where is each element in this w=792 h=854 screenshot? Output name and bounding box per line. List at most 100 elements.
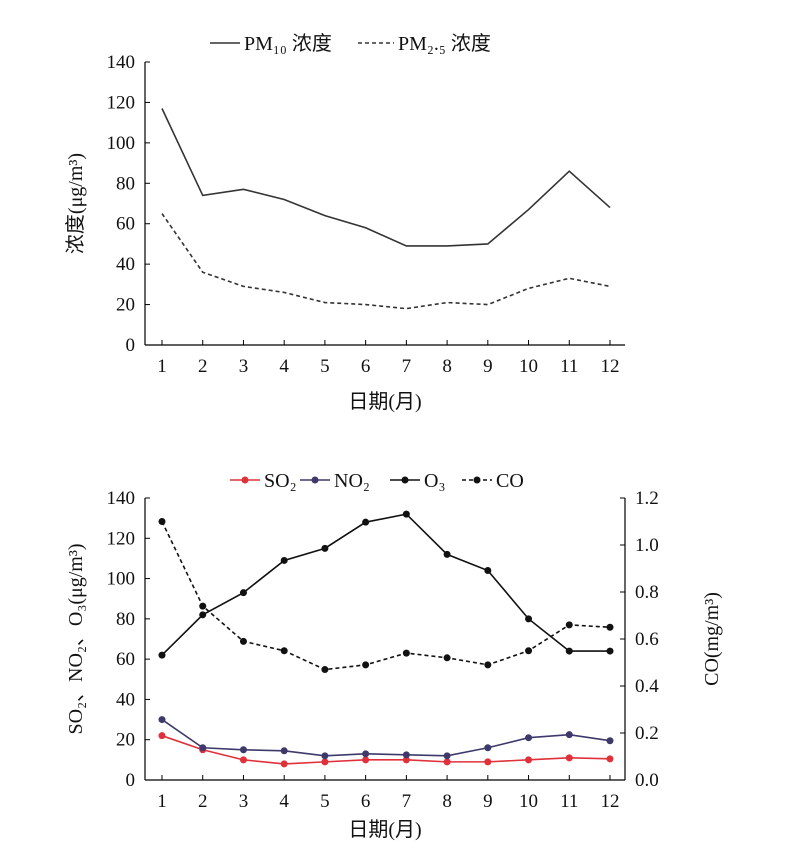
y-axis-label: 浓度(μg/m³) — [64, 153, 87, 254]
x-tick-label: 1 — [157, 791, 167, 812]
data-point — [158, 651, 166, 659]
data-point — [606, 647, 614, 655]
x-tick-label: 12 — [601, 791, 620, 812]
y2-tick-label: 0.8 — [635, 582, 659, 603]
y-tick-label: 140 — [107, 52, 136, 73]
data-point — [321, 666, 329, 674]
data-point — [158, 518, 166, 525]
y-tick-label: 120 — [107, 92, 136, 113]
data-point — [525, 756, 533, 764]
series-O₃: O₃ — [158, 470, 614, 659]
y2-tick-label: 0.4 — [635, 676, 659, 697]
x-tick-label: 5 — [320, 791, 330, 812]
x-tick-label: 4 — [279, 791, 289, 812]
legend-marker — [401, 476, 409, 484]
data-point — [443, 550, 451, 558]
data-point — [199, 744, 207, 752]
data-point — [239, 589, 247, 597]
x-tick-label: 12 — [601, 356, 620, 377]
x-tick-label: 3 — [239, 356, 249, 377]
data-point — [402, 510, 410, 518]
series-PM₁₀ 浓度: PM₁₀ 浓度 — [161, 32, 611, 247]
legend-label: SO₂ — [264, 470, 297, 492]
x-axis-label: 日期(月) — [348, 391, 421, 413]
legend-marker — [311, 476, 319, 484]
x-tick-label: 5 — [320, 356, 330, 377]
data-point — [606, 737, 614, 745]
data-point — [525, 734, 533, 742]
legend-label: PM₁₀ 浓度 — [244, 32, 332, 55]
data-point — [402, 649, 410, 657]
x-tick-label: 2 — [198, 791, 208, 812]
data-point — [443, 758, 451, 766]
data-point — [199, 602, 207, 610]
x-tick-label: 8 — [442, 791, 452, 812]
legend-marker — [241, 476, 249, 484]
y-axis-label: SO₂、NO₂、O₃(μg/m³) — [65, 544, 87, 735]
data-point — [525, 647, 533, 655]
data-point — [321, 544, 329, 552]
y-tick-label: 20 — [116, 295, 135, 316]
data-point — [565, 647, 573, 655]
y2-tick-label: 1.0 — [635, 535, 659, 556]
data-point — [362, 518, 370, 526]
x-tick-label: 10 — [519, 791, 538, 812]
x-tick-label: 11 — [560, 791, 578, 812]
data-point — [565, 621, 573, 629]
data-point — [158, 732, 166, 740]
x-tick-label: 6 — [361, 356, 371, 377]
y-tick-label: 80 — [116, 173, 135, 194]
legend-label: PM₂.₅ 浓度 — [398, 32, 491, 55]
legend-label: CO — [496, 470, 524, 492]
data-point — [280, 556, 288, 564]
y-tick-label: 40 — [116, 689, 135, 710]
y-tick-label: 100 — [107, 569, 136, 590]
x-tick-label: 4 — [279, 356, 289, 377]
data-point — [362, 756, 370, 764]
y-tick-label: 40 — [116, 254, 135, 275]
data-point — [484, 758, 492, 766]
data-point — [525, 615, 533, 623]
y2-tick-label: 0.2 — [635, 723, 659, 744]
data-point — [484, 744, 492, 752]
data-point — [402, 751, 410, 759]
y-tick-label: 120 — [107, 528, 136, 549]
x-tick-label: 3 — [239, 791, 249, 812]
y2-axis-label: CO(mg/m³) — [701, 592, 723, 686]
data-point — [443, 654, 451, 662]
y-tick-label: 60 — [116, 649, 135, 670]
x-tick-label: 2 — [198, 356, 208, 377]
x-axis-label: 日期(月) — [348, 819, 421, 841]
data-point — [321, 758, 329, 766]
data-point — [239, 637, 247, 645]
data-point — [362, 750, 370, 758]
series-CO: CO — [158, 470, 614, 674]
data-point — [565, 754, 573, 762]
series-SO₂: SO₂ — [158, 470, 614, 768]
data-point — [484, 661, 492, 669]
data-point — [280, 647, 288, 655]
x-tick-label: 11 — [560, 356, 578, 377]
series-line — [161, 718, 611, 757]
x-tick-label: 6 — [361, 791, 371, 812]
y-tick-label: 80 — [116, 609, 135, 630]
series-PM₂.₅ 浓度: PM₂.₅ 浓度 — [161, 32, 611, 310]
data-point — [402, 756, 410, 764]
y-tick-label: 0 — [126, 770, 136, 791]
y-tick-label: 100 — [107, 133, 136, 154]
y2-tick-label: 0.0 — [635, 770, 659, 791]
data-point — [484, 567, 492, 575]
series-line — [161, 213, 611, 310]
x-tick-label: 10 — [519, 356, 538, 377]
data-point — [443, 752, 451, 760]
series-NO₂: NO₂ — [158, 470, 614, 760]
data-point — [239, 746, 247, 754]
y-tick-label: 60 — [116, 214, 135, 235]
y-tick-label: 20 — [116, 730, 135, 751]
series-line — [161, 108, 611, 247]
x-tick-label: 7 — [402, 791, 412, 812]
x-tick-label: 7 — [402, 356, 412, 377]
data-point — [280, 760, 288, 768]
